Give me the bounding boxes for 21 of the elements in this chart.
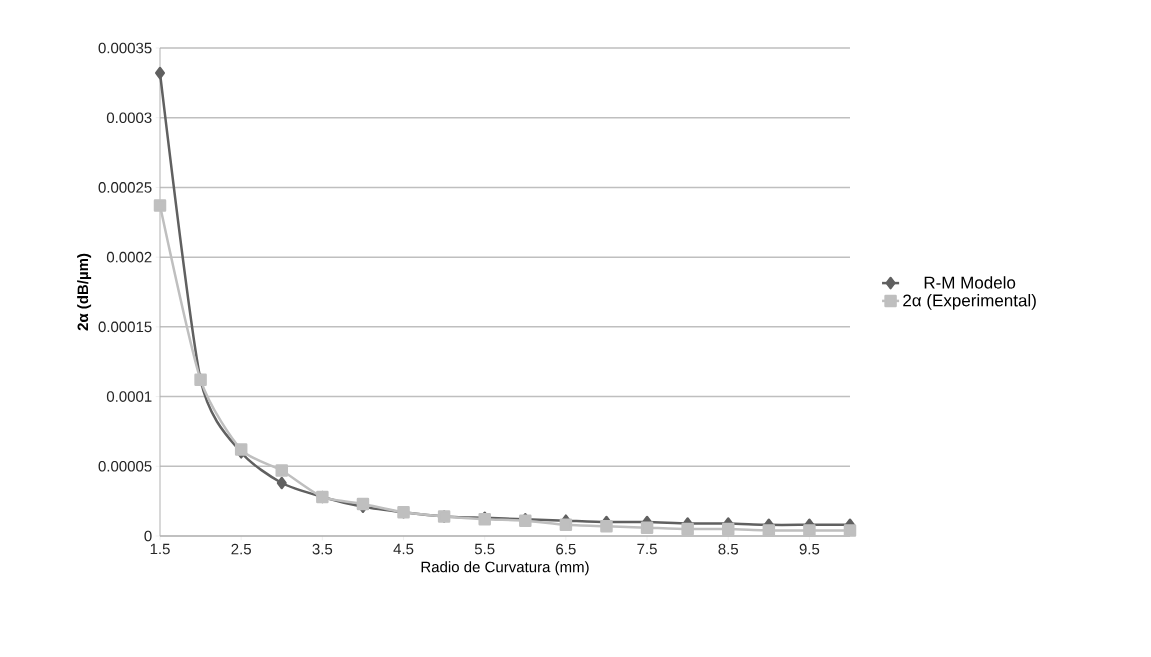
y-axis-title: 2α (dB/µm): [77, 253, 92, 331]
y-tick-label: 0.00005: [98, 460, 152, 472]
legend-label: R-M Modelo: [924, 276, 1016, 289]
x-tick-label: 7.5: [637, 543, 657, 555]
x-tick-label: 2.5: [231, 543, 251, 555]
x-tick-label: 3.5: [312, 543, 333, 555]
x-axis-title: Radio de Curvatura (mm): [421, 561, 589, 576]
x-tick-label: 8.5: [718, 543, 739, 555]
x-tick-label: 1.5: [150, 543, 170, 555]
y-tick-label: 0.0001: [106, 391, 152, 402]
y-tick-label: 0.0002: [106, 251, 152, 263]
y-tick-label: 0: [144, 530, 152, 542]
legend-label: 2α (Experimental): [903, 294, 1036, 310]
x-tick-label: 4.5: [393, 543, 414, 555]
x-tick-label: 9.5: [799, 543, 820, 555]
y-tick-label: 0.0003: [106, 112, 152, 124]
x-tick-label: 6.5: [556, 543, 576, 555]
y-tick-label: 0.00035: [98, 42, 152, 54]
x-tick-label: 5.5: [474, 543, 495, 555]
y-tick-label: 0.00025: [98, 182, 152, 193]
y-tick-label: 0.00015: [98, 321, 152, 333]
